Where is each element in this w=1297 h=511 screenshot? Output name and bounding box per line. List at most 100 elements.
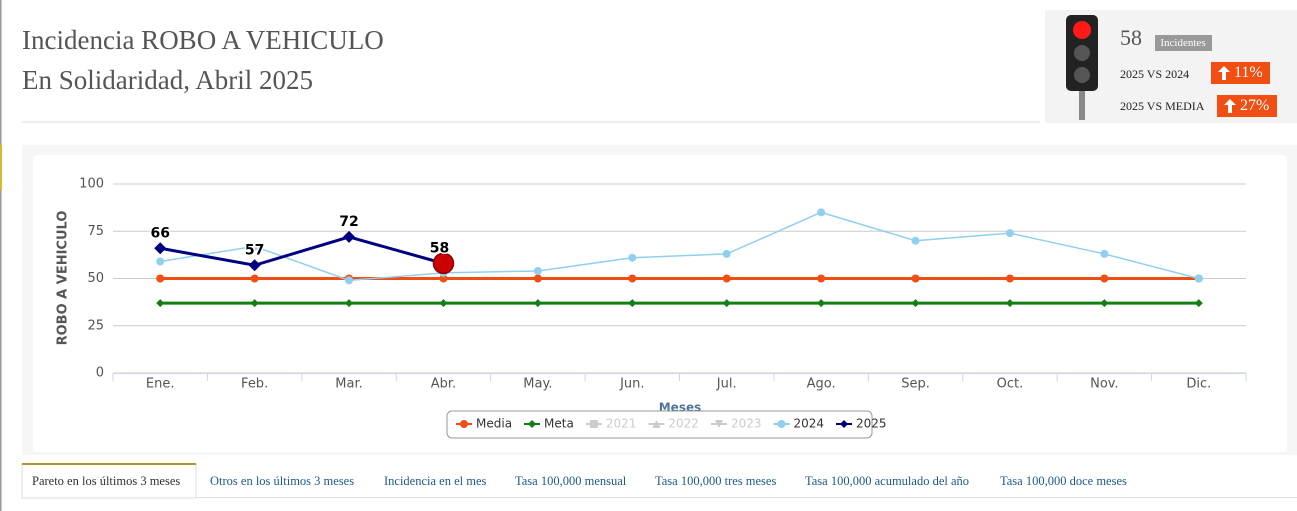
marker [1005,299,1014,308]
y-axis-label: ROBO A VEHICULO [56,211,71,346]
x-tick-label: Oct. [997,377,1024,392]
y-tick-label: 25 [87,318,104,333]
tab[interactable]: Tasa 100,000 doce meses [1000,474,1127,488]
marker [533,266,542,275]
legend-label[interactable]: Meta [544,417,574,431]
marker [722,299,731,308]
marker [628,253,637,262]
marker [1194,299,1203,308]
series-line [159,235,444,267]
marker [817,274,826,283]
x-tick-label: Nov. [1090,377,1119,392]
marker [533,274,542,283]
marker [1005,229,1014,238]
marker [1100,299,1109,308]
count-label: Incidentes [1160,37,1205,49]
marker [628,274,637,283]
left-border [0,0,2,511]
marker [156,274,165,283]
tab[interactable]: Tasa 100,000 acumulado del año [805,474,969,488]
marker [345,276,354,285]
tab[interactable]: Incidencia en el mes [384,474,487,488]
accent [0,145,2,190]
marker [777,420,786,428]
data-label: 72 [339,214,358,230]
comparison-label: 2025 VS 2024 [1120,67,1189,81]
marker [343,230,356,243]
x-tick-label: Feb. [241,377,268,392]
data-label: 57 [245,242,264,258]
legend-label[interactable]: 2024 [793,417,824,431]
light-red [1073,21,1091,39]
marker [911,299,920,308]
light-green [1074,67,1090,83]
marker [1005,274,1014,283]
marker [528,420,537,428]
tab[interactable]: Pareto en los últimos 3 meses [32,474,180,488]
y-tick-label: 50 [87,271,104,286]
tab[interactable]: Tasa 100,000 tres meses [655,474,776,488]
comparison-value: 27% [1240,97,1269,114]
marker [156,257,165,266]
y-tick-label: 75 [87,224,104,239]
series-line [160,211,1199,282]
marker [817,208,826,217]
x-tick-label: Ago. [807,377,836,392]
marker [248,259,261,272]
legend-label[interactable]: 2025 [856,417,887,431]
subtitle: En Solidaridad, Abril 2025 [22,65,313,95]
marker [439,274,448,283]
count: 58 [1120,25,1142,50]
data-label: 66 [150,225,169,241]
pole [1079,88,1085,120]
legend-label[interactable]: 2022 [668,417,699,431]
highlight-marker [432,252,455,275]
marker [250,274,259,283]
marker [714,420,723,428]
x-tick-label: Dic. [1186,377,1211,392]
tab[interactable]: Tasa 100,000 mensual [515,474,627,488]
marker [345,299,354,308]
marker [533,299,542,308]
tabs: Pareto en los últimos 3 meses Otros en lo… [21,463,1297,499]
arrow-up [1224,99,1236,113]
active-tab [21,463,197,499]
legend-label[interactable]: 2021 [606,417,637,431]
marker [154,242,167,255]
light-yellow [1074,45,1090,61]
legend-label[interactable]: 2023 [731,417,762,431]
y-tick-label: 0 [96,366,104,381]
x-tick-label: Ene. [146,377,175,392]
marker [589,420,598,428]
summary-panel: 58 Incidentes 2025 VS 2024 11% 2025 VS M… [1045,10,1297,123]
chart: 0 25 50 75 100 Ene. Feb. Mar. Abr. May. Jun. Jul. Ag… [56,177,1247,439]
x-tick-label: Mar. [335,377,362,392]
legend-label[interactable]: Media [476,417,512,431]
comparison-value: 11% [1234,64,1263,81]
marker [439,299,448,308]
x-tick-label: Jul. [716,377,737,392]
x-tick-label: Abr. [431,377,456,392]
marker [156,299,165,308]
x-tick-label: May. [523,377,552,392]
marker [628,299,637,308]
tab[interactable]: Otros en los últimos 3 meses [210,474,354,488]
x-tick-label: Sep. [901,377,930,392]
marker [1100,274,1109,283]
marker [911,236,920,245]
y-tick-label: 100 [79,177,104,192]
marker [817,299,826,308]
legend: Media Meta 2021 2022 2023 2024 2025 [446,410,887,439]
marker [1100,249,1109,258]
marker [460,420,468,428]
badge [1155,35,1212,51]
x-tick-label: Jun. [619,377,644,392]
comparison-label: 2025 VS MEDIA [1120,99,1205,113]
data-label: 58 [430,240,449,256]
marker [840,420,849,428]
marker [1194,274,1203,283]
marker [250,242,259,251]
title: Incidencia ROBO A VEHICULO [22,25,384,55]
marker [911,274,920,283]
